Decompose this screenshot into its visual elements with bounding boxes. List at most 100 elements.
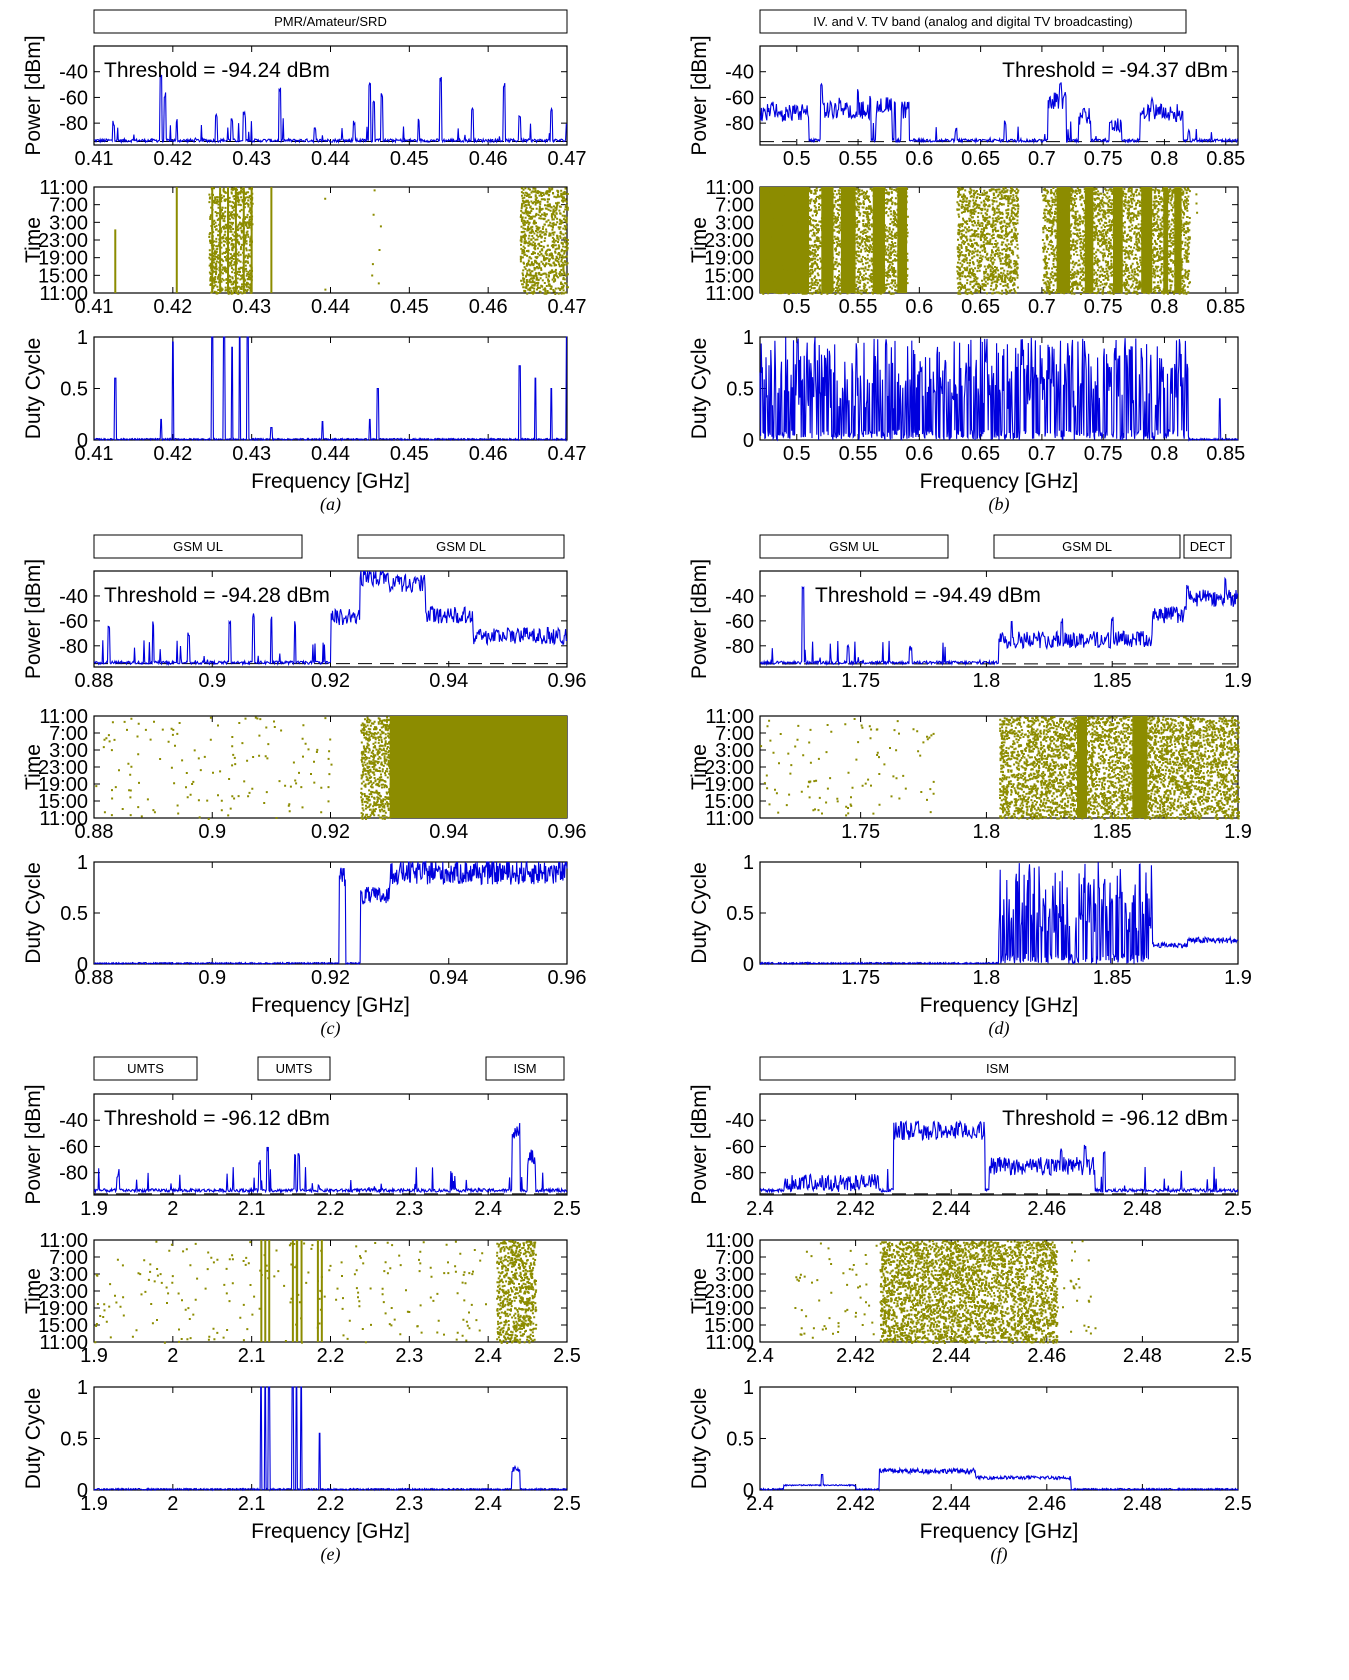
x-tick-label: 2.3 — [395, 1493, 423, 1515]
y-tick-label: 3:00 — [49, 212, 88, 234]
y-tick-label: -40 — [725, 1110, 754, 1132]
y-axis-label: Duty Cycle — [688, 1388, 711, 1490]
x-tick-label: 0.88 — [75, 821, 114, 843]
x-tick-label: 0.96 — [548, 967, 587, 989]
occupancy-block — [260, 1240, 263, 1342]
x-tick-label: 0.94 — [429, 670, 468, 692]
x-tick-label: 2 — [167, 1345, 178, 1367]
y-tick-label: 7:00 — [715, 1247, 754, 1269]
x-tick-label: 0.47 — [548, 296, 587, 318]
x-tick-label: 0.8 — [1151, 148, 1179, 170]
threshold-label: Threshold = -94.49 dBm — [815, 584, 1041, 607]
x-tick-label: 2.42 — [836, 1493, 875, 1515]
y-tick-label: 1 — [77, 852, 88, 874]
y-tick-label: -40 — [725, 62, 754, 84]
x-tick-label: 0.85 — [1206, 148, 1245, 170]
occupancy-line — [316, 1240, 319, 1342]
y-tick-label: 23:00 — [704, 230, 754, 252]
x-tick-label: 1.9 — [80, 1493, 108, 1515]
x-tick-label: 1.9 — [1224, 821, 1252, 843]
y-tick-label: -40 — [59, 586, 88, 608]
y-tick-label: 11:00 — [705, 283, 754, 305]
y-tick-label: 3:00 — [715, 1264, 754, 1286]
band-box — [993, 534, 1181, 559]
y-tick-label: -40 — [59, 62, 88, 84]
y-tick-label: 0.5 — [60, 379, 88, 401]
y-tick-label: 15:00 — [38, 1315, 88, 1337]
occupancy-dots — [208, 187, 570, 295]
x-tick-label: 1.75 — [841, 967, 880, 989]
duty-cycle-trace — [93, 336, 567, 442]
duty-cycle-trace — [93, 860, 568, 966]
y-tick-label: -40 — [59, 1110, 88, 1132]
y-tick-label: 3:00 — [49, 740, 88, 762]
y-tick-label: 15:00 — [704, 265, 754, 287]
axes-frame — [759, 570, 1239, 668]
x-tick-label: 0.43 — [232, 148, 271, 170]
occupancy-dots — [760, 187, 1199, 295]
x-tick-label: 2.5 — [553, 1345, 581, 1367]
x-tick-label: 0.43 — [232, 443, 271, 465]
x-tick-label: 0.8 — [1151, 443, 1179, 465]
panel-caption: (c) — [321, 1018, 341, 1039]
y-axis-label: Duty Cycle — [22, 1388, 45, 1490]
y-tick-label: 11:00 — [705, 177, 754, 199]
x-tick-label: 0.96 — [548, 670, 587, 692]
y-axis-label: Duty Cycle — [688, 338, 711, 440]
band-label: GSM DL — [1062, 539, 1112, 554]
x-tick-label: 0.7 — [1028, 296, 1056, 318]
x-tick-label: 0.47 — [548, 148, 587, 170]
threshold-label: Threshold = -96.12 dBm — [1002, 1107, 1228, 1130]
occupancy-block — [264, 1240, 267, 1342]
x-tick-label: 2.44 — [932, 1493, 971, 1515]
y-tick-label: 1 — [77, 327, 88, 349]
occupancy-block — [897, 187, 908, 293]
x-tick-label: 0.75 — [1084, 148, 1123, 170]
y-axis-label: Duty Cycle — [22, 338, 45, 440]
y-tick-label: 11:00 — [705, 706, 754, 728]
x-tick-label: 2.48 — [1123, 1345, 1162, 1367]
panel-caption: (a) — [320, 494, 341, 515]
band-box — [93, 534, 303, 559]
panel-caption: (f) — [991, 1544, 1008, 1565]
y-tick-label: 11:00 — [705, 808, 754, 830]
y-tick-label: 0.5 — [60, 903, 88, 925]
axes-frame — [759, 1093, 1239, 1196]
x-tick-label: 0.43 — [232, 296, 271, 318]
power-trace — [94, 571, 567, 667]
x-tick-label: 0.6 — [905, 148, 933, 170]
y-tick-label: 1 — [743, 852, 754, 874]
x-tick-label: 1.85 — [1093, 967, 1132, 989]
y-tick-label: 1 — [77, 1377, 88, 1399]
x-tick-label: 0.88 — [75, 670, 114, 692]
x-tick-label: 1.8 — [973, 821, 1001, 843]
x-tick-label: 0.85 — [1206, 443, 1245, 465]
x-tick-label: 0.41 — [75, 443, 114, 465]
y-axis-label: Time — [22, 744, 45, 790]
band-box — [759, 9, 1187, 34]
x-tick-label: 0.7 — [1028, 443, 1056, 465]
band-label: UMTS — [127, 1061, 164, 1076]
x-tick-label: 2.4 — [746, 1345, 774, 1367]
y-tick-label: -60 — [59, 87, 88, 109]
band-box — [93, 9, 568, 34]
y-tick-label: 11:00 — [705, 1230, 754, 1252]
x-tick-label: 0.42 — [153, 443, 192, 465]
x-tick-label: 2.48 — [1123, 1493, 1162, 1515]
x-tick-label: 2.44 — [932, 1345, 971, 1367]
axes-frame — [93, 1239, 568, 1343]
panel-caption: (b) — [989, 494, 1010, 515]
x-tick-label: 0.65 — [961, 443, 1000, 465]
x-tick-label: 0.8 — [1151, 296, 1179, 318]
occupancy-block — [389, 716, 567, 818]
x-axis-label: Frequency [GHz] — [251, 470, 410, 493]
y-tick-label: -60 — [725, 1136, 754, 1158]
band-box — [357, 534, 565, 559]
x-tick-label: 2.1 — [238, 1198, 266, 1220]
y-tick-label: -60 — [725, 87, 754, 109]
x-tick-label: 2.4 — [746, 1198, 774, 1220]
x-tick-label: 2.5 — [553, 1493, 581, 1515]
axes-frame — [759, 45, 1239, 146]
x-tick-label: 1.75 — [841, 670, 880, 692]
y-axis-label: Time — [22, 1268, 45, 1314]
